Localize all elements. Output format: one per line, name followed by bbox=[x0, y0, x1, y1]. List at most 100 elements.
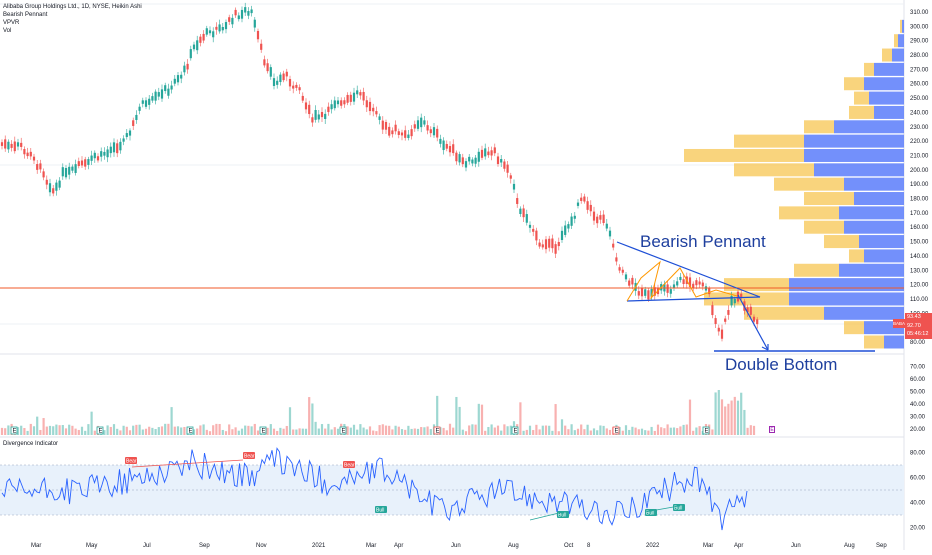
indicator-vpvr[interactable]: VPVR bbox=[3, 20, 20, 26]
candle-body bbox=[276, 80, 279, 85]
price-tick: 300.00 bbox=[910, 24, 929, 30]
candle-body bbox=[420, 117, 423, 128]
candle-body bbox=[554, 244, 557, 254]
volume-bar bbox=[464, 431, 468, 435]
price-tick: 210.00 bbox=[910, 153, 929, 159]
volume-bar bbox=[477, 403, 480, 435]
volume-bar bbox=[119, 430, 122, 435]
candle-body bbox=[740, 293, 743, 298]
earnings-marker-label: E bbox=[615, 429, 619, 435]
volume-bar bbox=[29, 423, 32, 435]
divergence-line-bull bbox=[644, 505, 680, 513]
candle-body bbox=[304, 102, 308, 110]
candle-body bbox=[288, 79, 292, 87]
volume-bar bbox=[311, 403, 314, 435]
osc-tick: 40.00 bbox=[910, 501, 926, 507]
volume-bar bbox=[384, 425, 388, 435]
volume-bar bbox=[58, 425, 61, 435]
time-tick: Apr bbox=[734, 543, 743, 549]
candle-body bbox=[666, 284, 669, 293]
candle-body bbox=[676, 281, 679, 286]
candle-body bbox=[141, 100, 144, 104]
vpvr-bar-down bbox=[864, 62, 874, 76]
candle-body bbox=[68, 166, 71, 175]
vpvr-bar-up bbox=[824, 306, 904, 320]
vpvr-bar-up bbox=[898, 34, 904, 48]
candle-body bbox=[407, 134, 410, 139]
volume-bar bbox=[304, 428, 308, 435]
volume-bar bbox=[180, 427, 183, 435]
volume-bar bbox=[212, 425, 215, 435]
candle-body bbox=[464, 161, 468, 168]
indicator-bearish-pennant[interactable]: Bearish Pennant bbox=[3, 12, 48, 18]
candle-body bbox=[692, 283, 695, 289]
candle-body bbox=[244, 7, 247, 13]
vpvr-bar-down bbox=[684, 148, 804, 162]
volume-tick: 50.00 bbox=[910, 389, 926, 395]
candle-body bbox=[679, 276, 682, 281]
candle-body bbox=[381, 120, 384, 130]
vpvr-bar-up bbox=[804, 148, 904, 162]
candle-body bbox=[138, 106, 141, 111]
volume-bar bbox=[250, 426, 253, 435]
earnings-marker bbox=[339, 426, 347, 435]
candle-body bbox=[256, 30, 260, 40]
indicator-vol[interactable]: Vol bbox=[3, 28, 12, 34]
signal-badge bbox=[343, 461, 355, 468]
candle-body bbox=[100, 151, 103, 157]
osc-tick: 60.00 bbox=[910, 476, 926, 482]
vpvr-bar-down bbox=[894, 34, 898, 48]
candle-body bbox=[397, 131, 400, 135]
price-tick: 250.00 bbox=[910, 96, 929, 102]
candle-body bbox=[423, 120, 426, 125]
sub-legend[interactable]: Divergence Indicator bbox=[3, 440, 58, 448]
volume-bar bbox=[583, 429, 586, 435]
candle-body bbox=[164, 85, 167, 92]
candle-body bbox=[71, 166, 74, 171]
volume-bar bbox=[644, 430, 647, 435]
volume-bar bbox=[752, 425, 756, 435]
volume-bar bbox=[84, 430, 87, 435]
divergence-indicator-title[interactable]: Divergence Indicator bbox=[3, 441, 59, 447]
candle-body bbox=[487, 151, 490, 156]
candle-body bbox=[736, 291, 740, 302]
candle-body bbox=[45, 179, 48, 185]
volume-bar bbox=[628, 429, 631, 435]
candle-body bbox=[231, 17, 234, 25]
candle-body bbox=[183, 65, 186, 73]
candle-body bbox=[96, 156, 100, 161]
time-tick: Aug bbox=[508, 543, 519, 549]
earnings-marker bbox=[259, 426, 267, 435]
candle-body bbox=[7, 141, 10, 150]
earnings-flag-button[interactable]: E bbox=[769, 426, 775, 433]
divergence-line-bear bbox=[131, 459, 244, 468]
price-tick: 290.00 bbox=[910, 39, 929, 45]
signal-badge-label: Bull bbox=[674, 506, 682, 512]
candle-body bbox=[388, 126, 391, 136]
vpvr-bar-up bbox=[874, 105, 904, 119]
volume-tick: 70.00 bbox=[910, 364, 926, 370]
volume-bar bbox=[490, 424, 493, 435]
symbol-title[interactable]: Alibaba Group Holdings Ltd., 1D, NYSE, H… bbox=[3, 4, 142, 10]
vpvr-bar-up bbox=[789, 278, 904, 292]
volume-bar bbox=[727, 403, 730, 435]
candle-body bbox=[474, 157, 477, 164]
candle-body bbox=[346, 94, 349, 103]
candle-body bbox=[263, 59, 266, 66]
volume-bar bbox=[231, 429, 234, 435]
volume-bar bbox=[695, 427, 698, 435]
volume-bar bbox=[647, 430, 650, 435]
vpvr-bar-down bbox=[900, 19, 902, 33]
vpvr-bar-down bbox=[844, 77, 864, 91]
volume-bar bbox=[592, 428, 596, 435]
volume-bar bbox=[407, 425, 410, 435]
candles bbox=[0, 2, 759, 342]
volume-bar bbox=[637, 429, 640, 435]
volume-bar bbox=[631, 426, 634, 435]
candle-body bbox=[87, 159, 90, 165]
volume-bar bbox=[410, 428, 413, 435]
candle-body bbox=[436, 128, 439, 138]
price-tick: 190.00 bbox=[910, 182, 929, 188]
